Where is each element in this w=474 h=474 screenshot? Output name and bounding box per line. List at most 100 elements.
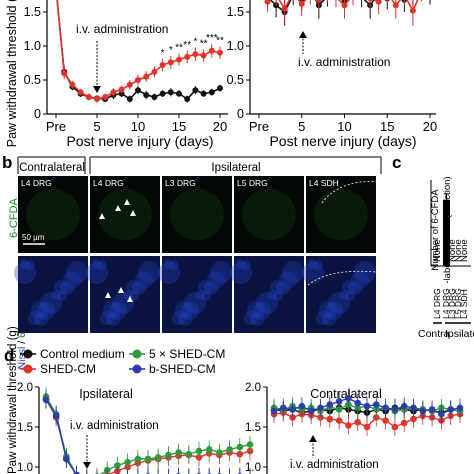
legend-label-0: Control medium xyxy=(40,347,125,361)
panel-b-micrographs: b Contralateral Ipsilateral 6-CFDA Nissl… xyxy=(2,153,382,369)
ipsi-a-point xyxy=(208,47,215,54)
d-contra-point xyxy=(298,402,306,410)
significance-mark: ** xyxy=(175,42,183,53)
ipsi-a-point xyxy=(159,90,166,97)
d-contra-point xyxy=(410,415,417,423)
contra-a-point xyxy=(367,0,373,2)
ipsi-a-point xyxy=(200,90,207,97)
micrograph-nissl-1 xyxy=(90,256,160,333)
ipsi-a-point xyxy=(77,89,84,96)
ipsi-admin-annotation: i.v. administration xyxy=(76,22,168,36)
d-ipsi-point xyxy=(226,446,233,453)
ipsi-a-point xyxy=(176,90,182,97)
d-contra-point xyxy=(428,406,436,413)
d-contra-point xyxy=(382,404,389,412)
arrowhead-marker xyxy=(118,287,124,293)
xtick-label: 5 xyxy=(298,119,305,134)
panel-d-contra-title: Contralateral xyxy=(310,387,382,401)
d-contra-point xyxy=(382,417,389,424)
d-ipsi-point xyxy=(216,449,223,456)
ytick-label: 0.5 xyxy=(24,73,41,87)
xtick-label: 15 xyxy=(380,119,394,134)
d-contra-point xyxy=(345,422,352,429)
d-ytick-label: 2.0 xyxy=(17,382,33,394)
d-ipsi-point xyxy=(195,447,203,455)
d-contra-point xyxy=(363,402,371,410)
d-ipsi-point xyxy=(165,451,172,459)
ipsi-a-point xyxy=(151,68,158,75)
panel-a-contralateral-chart: 0 0.5 1.0 1.5 Pre 5 10 15 20 Post nerve injury (… xyxy=(227,0,437,149)
legend-marker-2 xyxy=(132,349,142,359)
d-contra-point xyxy=(317,404,324,412)
d-ipsi-point xyxy=(63,455,70,463)
ipsi-ylabel: Paw withdrawal threshold (g) xyxy=(5,0,19,147)
ipsi-a-point xyxy=(118,86,125,93)
significance-mark: *** xyxy=(206,33,218,44)
contra-admin-arrowhead xyxy=(299,31,307,38)
significance-mark: ** xyxy=(183,40,191,51)
ipsi-a-point xyxy=(135,77,141,83)
d-contra-ytick-label: 1.0 xyxy=(245,462,261,474)
significance-mark: * xyxy=(169,45,173,56)
category-label: L5 DRG xyxy=(453,288,463,319)
panel-d-ipsi-admin-annotation: i.v. administration xyxy=(70,420,159,432)
contra-admin-annotation: i.v. administration xyxy=(298,55,390,69)
d-ipsi-point xyxy=(73,471,80,474)
significance-mark: * xyxy=(193,36,197,47)
ipsi-a-point xyxy=(110,89,117,96)
d-ipsi-point xyxy=(42,396,50,404)
d-contra-point xyxy=(280,404,287,412)
category-label: L4 DRG xyxy=(432,288,442,319)
contra-a-point xyxy=(315,0,322,3)
xtick-label: 20 xyxy=(213,119,227,134)
category-label: L4 SDH xyxy=(459,289,469,319)
panel-c-bar-chart: c Number of 6-CFDA -labeled SHED (/ sect… xyxy=(392,153,474,340)
micrograph-nissl-3 xyxy=(234,256,304,333)
d-contra-point xyxy=(410,404,417,412)
xtick-label: 15 xyxy=(172,119,186,134)
d-contra-ytick-label: 1.5 xyxy=(245,422,261,434)
d-contra-point xyxy=(354,399,362,407)
d-ipsi-point xyxy=(175,449,182,456)
ipsi-admin-arrowhead xyxy=(93,86,101,93)
significance-mark: * xyxy=(161,48,165,59)
arrowhead-marker xyxy=(124,199,130,205)
ipsi-a-point xyxy=(192,51,199,58)
tile-label-top: L3 DRG xyxy=(165,178,196,188)
ipsi-a-point xyxy=(184,53,191,60)
micrograph-nissl-2 xyxy=(162,256,232,333)
contra-a-point xyxy=(409,7,416,14)
d-ipsi-point xyxy=(52,412,60,420)
bar-1 xyxy=(443,199,450,266)
ipsi-a-point xyxy=(151,94,158,100)
legend-marker-0 xyxy=(23,349,33,359)
ytick-label: 0 xyxy=(237,107,244,121)
d-ipsi-point xyxy=(246,441,254,448)
d-ipsi-point xyxy=(144,455,152,463)
none-label: None xyxy=(459,239,470,262)
arrowhead-marker xyxy=(115,205,121,211)
contra-a-point xyxy=(341,2,348,9)
d-contra-point xyxy=(438,410,445,418)
arrowhead-marker xyxy=(99,213,105,219)
d-ipsi-point xyxy=(114,462,121,469)
xtick-label: 20 xyxy=(423,119,437,134)
panel-c-group-ipsi: Ipsilateral xyxy=(445,328,474,340)
ipsi-a-point xyxy=(192,87,199,94)
d-contra-point xyxy=(419,407,427,415)
ytick-label: 1.0 xyxy=(227,39,244,53)
ipsi-a-point xyxy=(85,94,92,100)
d-contra-point xyxy=(289,406,296,413)
panel-b-label: b xyxy=(2,153,12,172)
sdh-outline-top xyxy=(321,181,377,204)
micrograph-nissl-0 xyxy=(18,256,88,333)
d-ytick-label: 1.5 xyxy=(17,422,33,434)
d-contra-point xyxy=(326,415,334,423)
contra-a-point xyxy=(281,5,288,12)
panel-c-label: c xyxy=(392,153,401,172)
ytick-label: 1.5 xyxy=(24,5,41,19)
d-contra-point xyxy=(345,394,352,402)
